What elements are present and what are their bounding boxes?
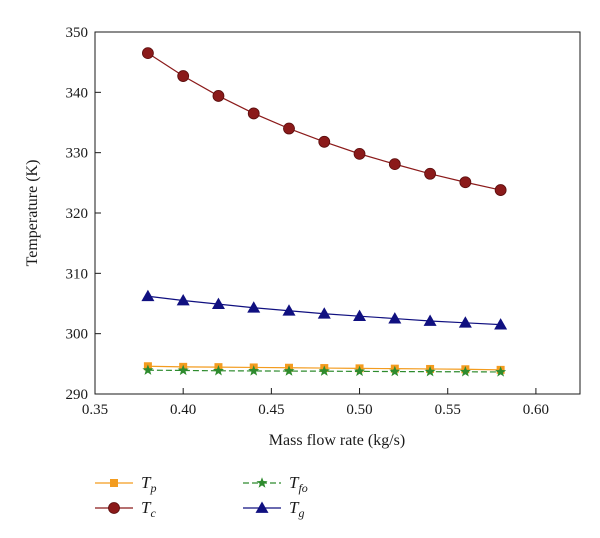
legend-label: Tp [141, 473, 156, 495]
data-point [459, 366, 471, 377]
data-point [424, 167, 436, 180]
x-tick-label: 0.60 [523, 402, 549, 418]
legend-label: Tfo [289, 473, 308, 495]
data-point [388, 158, 401, 171]
y-tick-label: 300 [66, 327, 89, 343]
plot-frame [94, 31, 581, 395]
data-point [353, 147, 366, 160]
data-point [318, 135, 331, 148]
y-tick-label: 340 [66, 85, 89, 101]
legend-entry: Tp [95, 473, 156, 495]
x-tick-label: 0.50 [346, 402, 372, 418]
data-point [211, 297, 225, 309]
y-tick-label: 330 [66, 146, 89, 162]
data-point [212, 364, 224, 376]
legend-entry: Tg [243, 498, 304, 520]
y-tick-label: 320 [66, 206, 89, 222]
series-line [147, 52, 501, 191]
x-tick-label: 0.35 [82, 402, 108, 418]
data-point [353, 309, 367, 322]
data-point [176, 293, 190, 306]
data-point [459, 176, 472, 189]
data-point [494, 318, 508, 330]
data-point [212, 90, 225, 102]
x-tick-label: 0.40 [170, 402, 196, 418]
data-point [317, 307, 331, 319]
data-point [423, 314, 437, 326]
y-axis: 290 300 310 320 330 340 350 [66, 25, 101, 403]
series-Tfo [142, 364, 507, 377]
x-axis: 0.35 0.40 0.45 0.50 0.55 0.60 [82, 388, 549, 418]
data-point [494, 184, 507, 196]
data-point [247, 301, 261, 313]
y-tick-label: 350 [66, 25, 89, 41]
series-layer [141, 47, 508, 377]
x-tick-label: 0.45 [258, 402, 284, 418]
data-point [389, 365, 401, 377]
x-axis-title: Mass flow rate (kg/s) [269, 432, 405, 449]
data-point [247, 107, 260, 120]
data-point [282, 304, 296, 316]
data-point [495, 366, 507, 377]
data-point [318, 365, 330, 376]
x-tick-label: 0.55 [435, 402, 461, 418]
legend-label: Tg [289, 498, 304, 520]
data-point [458, 316, 472, 328]
data-point [283, 122, 295, 135]
data-point [424, 365, 436, 377]
legend-marker [256, 477, 268, 488]
legend-marker [108, 502, 120, 514]
series-Tc [142, 47, 507, 196]
legend-label: Tc [141, 498, 156, 520]
series-Tg [141, 289, 508, 330]
data-point [388, 312, 402, 324]
legend-entry: Tc [95, 498, 156, 520]
y-tick-label: 290 [66, 387, 89, 403]
legend: Tp Tc Tfo Tg [95, 473, 308, 520]
data-point [283, 365, 295, 376]
data-point [248, 365, 260, 376]
legend-marker [110, 479, 118, 487]
data-point [142, 364, 154, 375]
y-tick-label: 310 [66, 266, 89, 282]
data-point [177, 364, 189, 376]
legend-entry: Tfo [243, 473, 308, 495]
y-axis-title: Temperature (K) [24, 160, 41, 267]
data-point [354, 365, 366, 377]
legend-marker [255, 501, 269, 513]
data-point [177, 70, 190, 82]
data-point [142, 47, 154, 60]
data-point [141, 289, 155, 302]
